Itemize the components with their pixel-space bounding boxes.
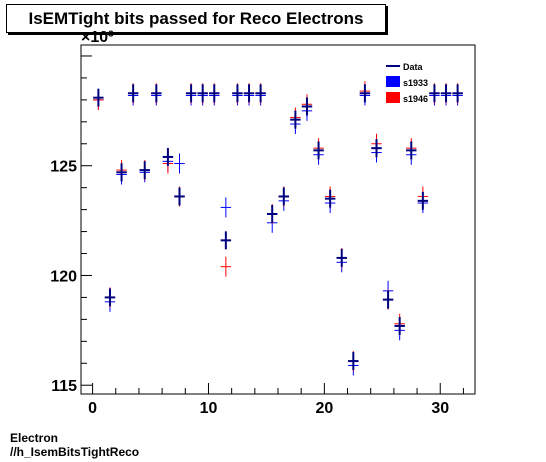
data-point <box>406 141 417 160</box>
data-point <box>104 288 116 307</box>
data-point <box>116 163 127 182</box>
chart-title: IsEMTight bits passed for Reco Electrons <box>6 4 386 33</box>
axes: 0 10 20 30 115 120 125 ×10³ <box>50 29 476 417</box>
data-point <box>220 256 232 277</box>
x-tick-label: 20 <box>315 400 333 417</box>
x-tick-label: 10 <box>200 400 218 417</box>
data-point <box>255 84 266 103</box>
x-tick-label: 30 <box>431 400 449 417</box>
y-tick-label: 125 <box>50 159 77 176</box>
legend-label-s1946: s1946 <box>403 94 428 104</box>
data-point <box>336 248 347 267</box>
x-tick-label: 0 <box>88 400 97 417</box>
data-point <box>394 316 405 335</box>
data-point <box>417 191 429 210</box>
data-point <box>220 197 232 218</box>
data-point <box>197 84 208 103</box>
data-point <box>371 139 382 158</box>
data-point <box>429 84 440 103</box>
data-point <box>151 84 162 103</box>
data-point <box>313 141 324 160</box>
data-point <box>162 147 174 166</box>
legend-swatch-s1933 <box>386 76 400 87</box>
data-point <box>185 84 197 103</box>
series-Data <box>93 84 463 371</box>
data-point <box>440 84 452 103</box>
data-point <box>127 84 139 103</box>
data-point <box>93 88 104 107</box>
data-point <box>174 153 185 174</box>
y-tick-label: 120 <box>50 268 77 285</box>
y-exponent-label: ×10³ <box>81 29 113 46</box>
data-point <box>382 290 394 309</box>
data-point <box>359 84 371 103</box>
data-point <box>220 231 232 250</box>
data-point <box>232 84 243 103</box>
data-point <box>278 187 290 206</box>
data-point <box>290 110 301 129</box>
data-point <box>452 84 463 103</box>
legend-label-Data: Data <box>403 62 424 72</box>
data-marks <box>93 81 463 376</box>
footer-label-line1: Electron <box>10 431 59 445</box>
legend: Data s1933 s1946 <box>386 62 428 104</box>
legend-swatch-s1946 <box>386 92 400 103</box>
data-point <box>209 84 220 103</box>
data-point <box>139 161 150 180</box>
data-point <box>348 352 359 371</box>
footer-label-line2: //h_IsemBitsTightReco <box>10 445 140 459</box>
series-s1933 <box>93 85 463 376</box>
data-point <box>301 97 313 116</box>
series-s1946 <box>93 81 463 372</box>
data-point <box>266 205 278 224</box>
data-point <box>174 187 185 206</box>
data-point <box>324 189 336 208</box>
data-point <box>243 84 255 103</box>
y-tick-label: 115 <box>51 378 77 395</box>
legend-label-s1933: s1933 <box>403 78 428 88</box>
